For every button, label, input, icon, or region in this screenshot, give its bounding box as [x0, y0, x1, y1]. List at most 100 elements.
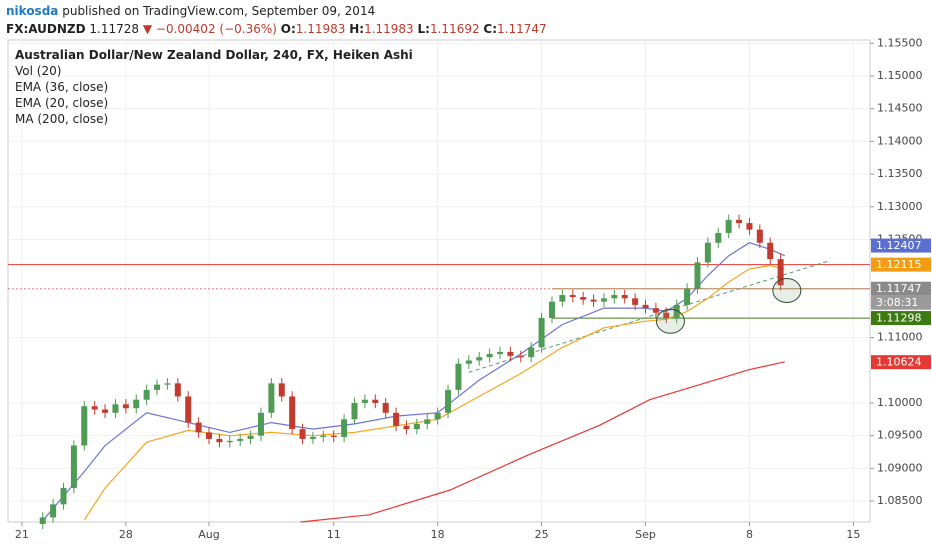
candle-body	[195, 422, 202, 433]
y-tick-label: 1.13500	[877, 167, 923, 180]
candle-body	[715, 232, 722, 243]
candle-body	[548, 301, 555, 318]
y-tick-label: 1.14500	[877, 102, 923, 115]
y-tick-label: 1.10000	[877, 396, 923, 409]
ma-line	[42, 242, 786, 522]
candle-body	[143, 389, 150, 400]
candle-body	[361, 399, 368, 403]
price-tag	[871, 355, 931, 370]
price-tag-label: 1.12115	[876, 258, 922, 271]
x-tick-label: 18	[431, 528, 445, 541]
legend: Australian Dollar/New Zealand Dollar, 24…	[15, 47, 413, 127]
candle-body	[528, 347, 535, 358]
candle-body	[434, 412, 441, 420]
candle-body	[445, 389, 452, 413]
candle-body	[81, 406, 88, 446]
price-tag-label: 1.11747	[876, 282, 922, 295]
candle-body	[393, 412, 400, 426]
price-tag	[871, 311, 931, 326]
candle-body	[403, 425, 410, 430]
candle-body	[133, 399, 140, 409]
candle-body	[164, 383, 171, 385]
candle-body	[351, 402, 358, 420]
candle-body	[736, 219, 743, 224]
candle-body	[309, 436, 316, 439]
y-tick-label: 1.08500	[877, 494, 923, 507]
candle-body	[330, 435, 337, 437]
candle-body	[746, 223, 753, 230]
candle-body	[154, 384, 161, 390]
legend-entry: EMA (36, close)	[15, 80, 109, 94]
y-tick-label: 1.14000	[877, 134, 923, 147]
candle-body	[70, 445, 77, 488]
close: 1.11747	[497, 22, 547, 36]
candle-body	[465, 360, 472, 364]
high: 1.11983	[364, 22, 414, 36]
low: 1.11692	[429, 22, 480, 36]
candle-body	[517, 355, 524, 358]
y-tick-label: 1.11000	[877, 331, 923, 344]
candle-body	[216, 438, 223, 443]
price-tag-label: 1.10624	[876, 356, 922, 369]
candle-body	[476, 357, 483, 361]
candle-body	[590, 299, 597, 302]
annotation-circle	[655, 308, 685, 334]
candle-body	[455, 363, 462, 390]
candle-body	[102, 409, 109, 413]
candle-body	[278, 383, 285, 397]
candle-body	[756, 229, 763, 243]
candle-body	[247, 435, 254, 439]
candle-body	[559, 295, 566, 302]
close-label: C:	[483, 22, 498, 36]
candle-body	[767, 242, 774, 260]
candle-body	[694, 262, 701, 289]
candle-body	[50, 504, 57, 518]
candle-body	[642, 304, 649, 309]
candle-body	[673, 304, 680, 318]
candle-body	[486, 353, 493, 358]
candle-body	[497, 351, 504, 354]
candle-body	[621, 295, 628, 299]
candle-body	[39, 517, 46, 524]
candle-body	[91, 406, 98, 410]
candle-body	[632, 298, 639, 305]
candle-body	[257, 412, 264, 436]
candle-body	[600, 298, 607, 302]
candle-body	[289, 396, 296, 430]
price-tag-label: 1.12407	[876, 239, 922, 252]
symbol: FX:AUDNZD	[6, 22, 86, 36]
candle-body	[382, 402, 389, 413]
candle-body	[185, 396, 192, 423]
y-tick-label: 1.13000	[877, 200, 923, 213]
x-tick-label: 11	[327, 528, 341, 541]
author: nikosda	[6, 4, 59, 18]
candle-body	[580, 297, 587, 300]
published: published on TradingView.com, September …	[62, 4, 376, 18]
candle-body	[652, 308, 659, 313]
legend-entry: EMA (20, close)	[15, 96, 109, 110]
candle-body	[112, 404, 119, 413]
candle-body	[206, 432, 213, 439]
x-tick-label: Sep	[635, 528, 656, 541]
candle-body	[663, 312, 670, 318]
price-tag	[871, 281, 931, 296]
high-label: H:	[349, 22, 365, 36]
y-tick-label: 1.15000	[877, 69, 923, 82]
open-label: O:	[280, 22, 296, 36]
legend-entry: MA (200, close)	[15, 112, 109, 126]
countdown: 3:08:31	[876, 296, 918, 309]
candle-body	[424, 419, 431, 424]
candle-body	[413, 423, 420, 430]
y-tick-label: 1.09500	[877, 429, 923, 442]
open: 1.11983	[295, 22, 346, 36]
candle-body	[237, 438, 244, 441]
y-tick-label: 1.09000	[877, 461, 923, 474]
candle-body	[684, 288, 691, 305]
price: 1.11728	[89, 22, 140, 36]
x-tick-label: Aug	[198, 528, 219, 541]
candle-body	[268, 383, 275, 413]
plot-frame	[7, 39, 871, 523]
annotation-circle	[772, 277, 802, 303]
